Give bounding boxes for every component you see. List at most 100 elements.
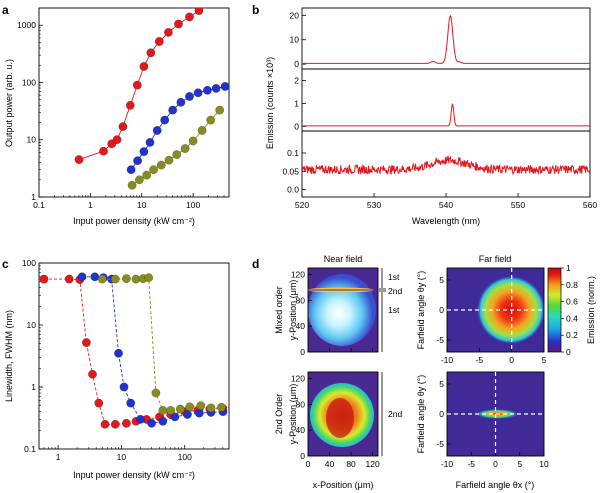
panel-b-spectrum-2: [302, 102, 590, 127]
panel-c-series-3-point: [166, 405, 176, 415]
panel-a-series-2-point: [193, 88, 203, 98]
panel-c-series-1-point: [39, 274, 49, 284]
panel-a-series-1-point: [154, 37, 164, 46]
near-ylabel-top: y-Position (μm): [288, 280, 298, 341]
panel-c-series-2-point: [90, 272, 100, 282]
far-ylabel-top: Farfield angle θy (°): [416, 271, 426, 350]
colorbar-tick-label: 0.6: [566, 297, 578, 307]
near-ytick-label: 40: [296, 321, 306, 331]
panel-a-series-2-point: [211, 83, 221, 93]
panel-a-series-3-point: [164, 155, 174, 165]
colorbar-tick-label: 0.2: [566, 330, 578, 340]
panel-a-ytick-label: 1: [31, 192, 36, 202]
order-annotations: 1st 2nd 1st 2nd: [379, 268, 402, 456]
panel-c-series-1-point: [94, 398, 104, 408]
panel-a-series-1-point: [174, 19, 183, 29]
colorbar-tick-label: 1: [566, 263, 571, 273]
near-ytick-label: 40: [296, 425, 306, 435]
panel-a-series-1-point: [99, 146, 108, 156]
row-mixed-order-label: Mixed order: [274, 286, 284, 334]
far-xtick-label: 10: [539, 459, 549, 469]
panel-b-ytick-label: 0.1: [287, 148, 299, 158]
panel-a-xlabel: Input power density (kW cm⁻²): [73, 216, 195, 226]
panel-a-series-2-point: [133, 156, 143, 166]
panel-c-series-3-point: [217, 402, 226, 412]
panel-c-series-1-point: [110, 419, 120, 429]
colorbar-tick-label: 0.4: [566, 313, 578, 323]
near-xtick-label: 120: [366, 459, 380, 469]
panel-b-ytick-label: 20: [290, 10, 300, 20]
panel-c-series-3-point: [151, 388, 161, 398]
panel-b-spectrum-3: [302, 155, 590, 176]
panel-c-series-1-point: [88, 369, 97, 379]
panel-c-ytick-label: 0.1: [24, 444, 36, 454]
panel-c-series-3-point: [196, 401, 206, 411]
panel-b-xtick-label: 520: [295, 200, 309, 210]
colorbar-label: Emission (norm.): [586, 276, 596, 344]
panel-b-ytick-label: 0: [294, 59, 299, 69]
panel-a-series-1-point: [185, 12, 194, 22]
far-field-title: Far field: [479, 254, 512, 264]
colorbar-ticks: 0 0.2 0.4 0.6 0.8 1: [561, 263, 578, 357]
panel-a-series-3-point: [149, 165, 159, 175]
panel-a-ytick-label: 10: [27, 135, 37, 145]
panel-a-series-1-point: [146, 48, 156, 58]
panel-a-series-1-point: [194, 8, 204, 16]
colorbar: [547, 267, 562, 353]
panel-c-series-1-point: [64, 274, 74, 284]
panel-c-series-3-point: [110, 274, 120, 284]
panel-c-ytick-label: 1: [31, 382, 36, 392]
panel-c-ticks: 1 10 100 0.1 1 10 100: [22, 258, 224, 462]
panel-b-xtick-label: 560: [583, 200, 597, 210]
near-ytick-label: 80: [296, 399, 306, 409]
far-ytick-label: 0: [439, 305, 444, 315]
panel-c-series-3-point: [206, 403, 216, 413]
panel-c-series-2-point: [182, 410, 192, 419]
far-xtick-label: 0: [509, 355, 514, 365]
panel-b-ytick-label: 2: [294, 75, 299, 85]
far-ytick-label: -5: [436, 335, 444, 345]
panel-a-series-1-point: [74, 155, 84, 165]
panel-a-series-2-point: [176, 97, 186, 107]
panel-b-xlabel: Wavelength (nm): [412, 216, 480, 226]
panel-b-chart: 520 530 540 550 560 0 10 20 0 1 2 0.0 0.05 0.1 Wavele…: [265, 7, 597, 226]
far-field-ticks: -10 -5 0 5 -5 0 5 -10 -5 0 5 10 -5 0 5: [436, 268, 549, 469]
panel-a-series-2-point: [202, 85, 212, 95]
panel-a-series-2-point: [145, 137, 155, 147]
panel-a-series-3-point: [172, 150, 182, 160]
panel-c-ytick-label: 100: [22, 258, 36, 268]
panel-a-series-1-point: [139, 62, 149, 71]
panel-b-ylabel: Emission (counts ×10³): [265, 57, 275, 149]
row-second-order-label: 2nd Order: [274, 394, 284, 435]
panel-c-series-3-line: [102, 277, 222, 411]
panel-a-series-2-point: [139, 147, 149, 157]
panel-c-series-2-line: [82, 276, 223, 424]
panel-c-xlabel: Input power density (kW cm⁻²): [73, 470, 195, 480]
far-xtick-label: -5: [476, 355, 484, 365]
far-xtick-label: -5: [467, 459, 475, 469]
far-ytick-label: 0: [439, 409, 444, 419]
order-label-first-bottom: 1st: [388, 305, 400, 315]
panel-b-ytick-label: 10: [290, 35, 300, 45]
panel-a-series-3-point: [188, 136, 198, 146]
near-field-second-order-map: [308, 372, 378, 456]
panel-c-marks: [39, 272, 228, 429]
near-xtick-label: 0: [306, 459, 311, 469]
panel-c-series-3-point: [175, 404, 185, 414]
near-field-mixed-map: [308, 268, 378, 352]
panel-c-series-3-point: [158, 405, 168, 415]
panel-a-xtick-label: 0.1: [33, 200, 45, 210]
colorbar-tick-label: 0: [566, 347, 571, 357]
near-xtick-label: 80: [346, 459, 356, 469]
near-ytick-label: 80: [296, 295, 306, 305]
panel-c-ytick-label: 10: [27, 320, 37, 330]
panel-c-xtick-label: 100: [178, 452, 192, 462]
panel-c-series-2-point: [147, 418, 157, 428]
panel-a-xtick-label: 1: [88, 200, 93, 210]
panel-b-label: b: [252, 3, 259, 17]
panel-c-series-1-point: [121, 418, 131, 428]
panel-a-series-1-point: [125, 100, 135, 110]
